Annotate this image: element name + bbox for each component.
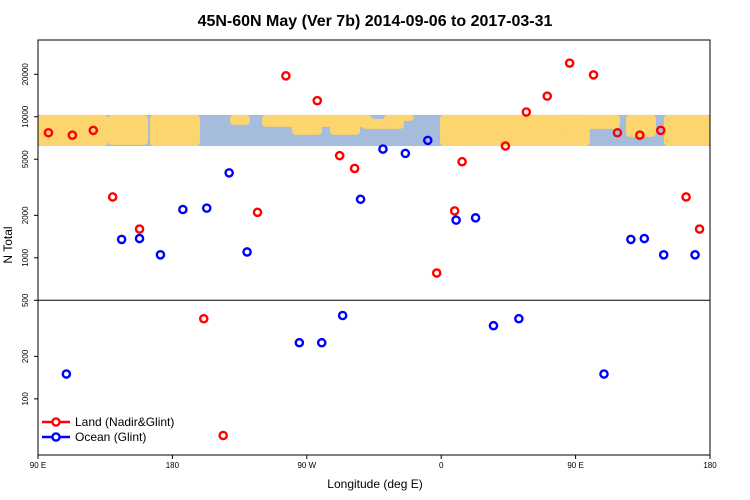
land-point-8 xyxy=(252,207,263,218)
map-land-7 xyxy=(330,120,360,135)
y-axis-label: N Total xyxy=(1,226,15,263)
land-point-19 xyxy=(564,58,575,68)
map-land-8 xyxy=(362,118,404,129)
map-land-4 xyxy=(230,114,250,125)
map-land-10 xyxy=(440,114,590,147)
y-tick-label-2: 200 xyxy=(21,349,30,363)
ocean-point-4 xyxy=(155,250,166,260)
legend-ocean-label: Ocean (Glint) xyxy=(75,430,146,444)
ocean-point-16 xyxy=(451,215,461,225)
ocean-point-9 xyxy=(294,337,305,348)
y-tick-label-1: 100 xyxy=(21,392,30,406)
y-tick-label-4: 1000 xyxy=(21,248,30,266)
ocean-point-3 xyxy=(134,233,145,244)
ocean-point-19 xyxy=(514,313,524,324)
chart-title: 45N-60N May (Ver 7b) 2014-09-06 to 2017-… xyxy=(198,13,553,30)
land-point-24 xyxy=(681,192,691,202)
map-land-13 xyxy=(664,114,710,147)
y-tick-label-7: 10000 xyxy=(21,105,30,128)
land-point-25 xyxy=(694,224,705,234)
x-tick-label-4: 0 xyxy=(439,461,444,470)
ocean-point-6 xyxy=(201,203,212,213)
ocean-point-13 xyxy=(378,144,388,154)
x-tick-label-6: 180 xyxy=(703,461,717,470)
land-point-10 xyxy=(312,95,323,106)
x-tick-label-2: 180 xyxy=(166,461,180,470)
land-point-11 xyxy=(334,150,345,161)
land-point-6 xyxy=(198,313,209,324)
x-tick-label-3: 90 W xyxy=(297,461,316,470)
ocean-point-15 xyxy=(422,135,433,146)
land-point-5 xyxy=(134,224,145,234)
land-point-7 xyxy=(218,430,228,441)
ocean-point-12 xyxy=(355,194,366,205)
ocean-point-18 xyxy=(488,320,499,331)
land-point-9 xyxy=(281,71,291,81)
ocean-point-1 xyxy=(61,369,72,379)
ocean-point-2 xyxy=(116,234,127,245)
ocean-point-5 xyxy=(178,204,188,215)
land-point-1 xyxy=(43,127,54,138)
ocean-point-14 xyxy=(400,148,411,159)
land-point-2 xyxy=(67,130,78,140)
y-tick-label-3: 500 xyxy=(21,293,30,307)
legend: Land (Nadir&Glint)Ocean (Glint) xyxy=(42,415,174,444)
land-point-23 xyxy=(655,125,666,136)
ocean-point-11 xyxy=(337,310,348,321)
ocean-point-20 xyxy=(599,369,609,379)
axes: 90 E 180 90 W 0 90 E 180 100 200 500 1000 2000 5000… xyxy=(21,39,717,470)
y-tick-label-5: 2000 xyxy=(21,206,30,224)
x-tick-label-5: 90 E xyxy=(567,461,583,470)
x-axis-label: Longitude (deg E) xyxy=(327,477,422,491)
ocean-point-23 xyxy=(658,250,669,260)
land-point-18 xyxy=(542,91,553,101)
land-point-13 xyxy=(431,268,442,278)
map-land-6 xyxy=(292,122,322,135)
ocean-point-8 xyxy=(242,247,252,257)
land-point-16 xyxy=(500,141,511,151)
world-map-band xyxy=(38,114,710,147)
legend-ocean-marker xyxy=(51,432,61,442)
legend-land-marker xyxy=(51,417,61,427)
land-point-12 xyxy=(349,163,360,174)
land-point-15 xyxy=(457,156,467,167)
ocean-point-21 xyxy=(626,234,636,245)
map-land-12 xyxy=(626,114,656,137)
y-tick-label-6: 5000 xyxy=(21,150,30,168)
plot-frame xyxy=(37,39,711,456)
y-tick-label-8: 20000 xyxy=(21,63,30,86)
map-land-2 xyxy=(108,114,148,145)
land-point-17 xyxy=(521,107,532,117)
ocean-point-17 xyxy=(470,213,481,223)
ocean-point-10 xyxy=(316,337,327,348)
land-point-21 xyxy=(612,127,623,138)
land-point-20 xyxy=(588,70,599,80)
ocean-point-24 xyxy=(690,250,700,260)
ocean-point-7 xyxy=(224,168,234,178)
legend-land-label: Land (Nadir&Glint) xyxy=(75,415,174,429)
data-marks xyxy=(43,58,705,441)
map-land-3 xyxy=(150,114,200,147)
x-tick-label-1: 90 E xyxy=(30,461,46,470)
ocean-point-22 xyxy=(639,233,650,244)
land-point-3 xyxy=(88,125,99,136)
map-land-9 xyxy=(384,114,414,121)
land-point-14 xyxy=(449,206,460,216)
land-point-22 xyxy=(635,130,645,140)
land-point-4 xyxy=(107,192,118,202)
map-land-11 xyxy=(560,114,620,129)
